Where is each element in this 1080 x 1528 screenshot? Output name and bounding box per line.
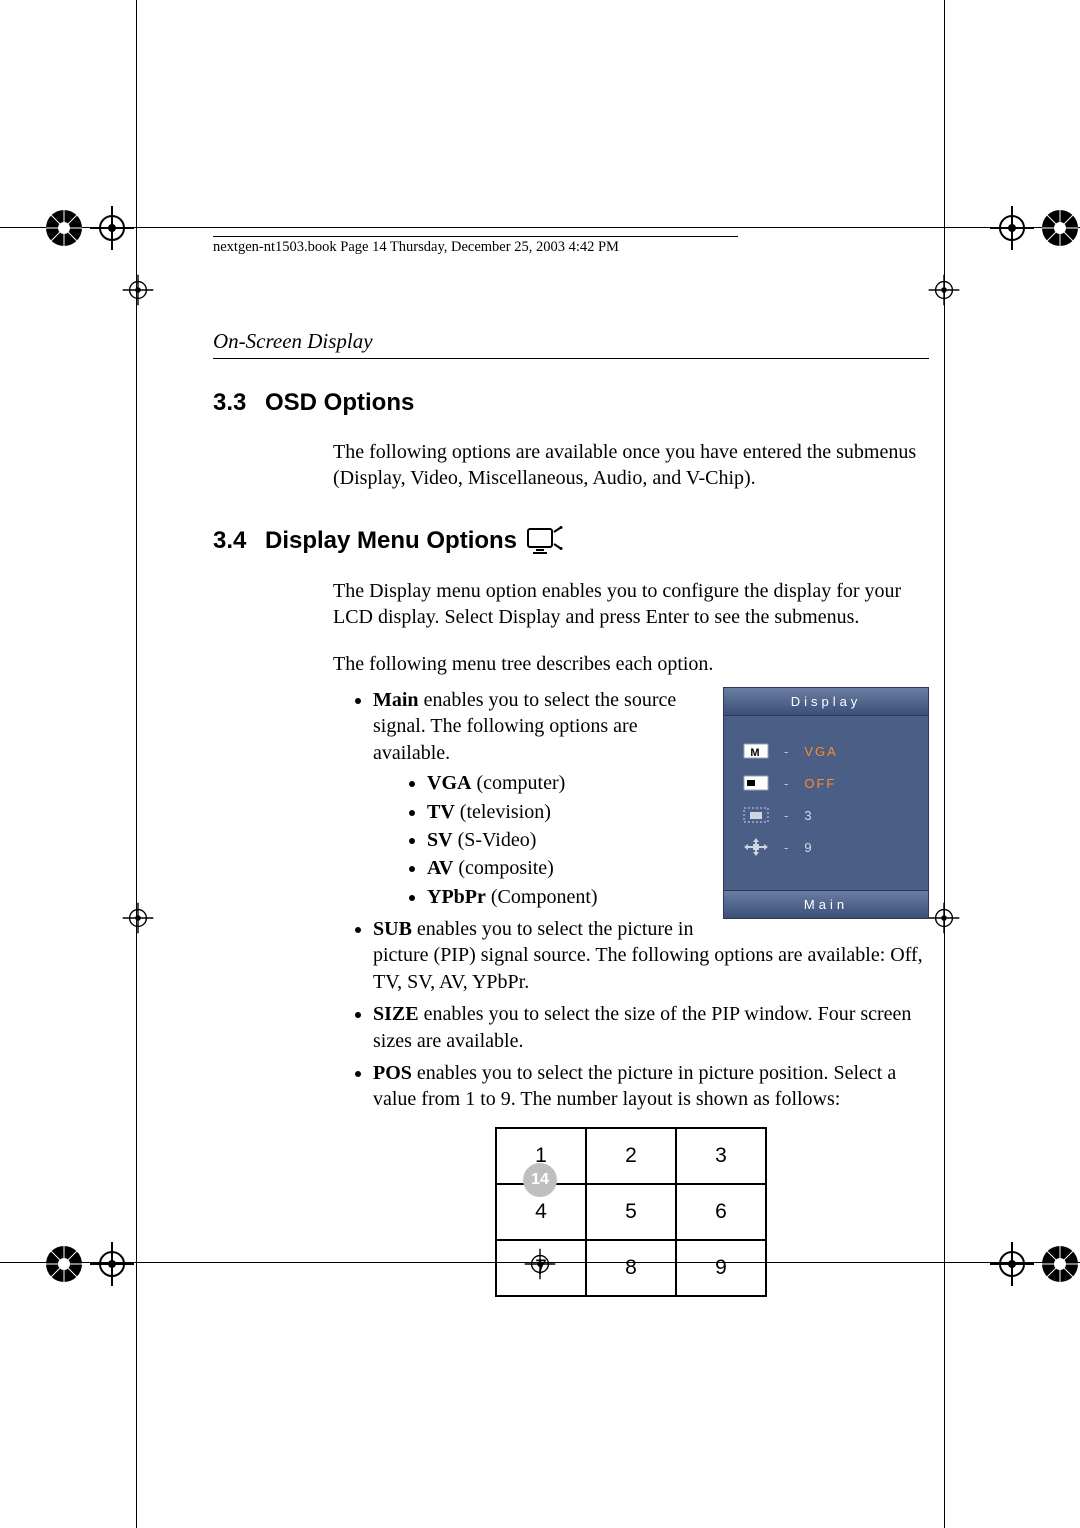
registration-mark-icon <box>90 1242 134 1286</box>
list-item: SUB enables you to select the picture in… <box>373 916 929 995</box>
starburst-icon <box>42 206 86 250</box>
opt-bold: TV <box>427 801 455 823</box>
section-number: 3.3 <box>213 389 265 417</box>
registration-mark-icon <box>990 1242 1034 1286</box>
svg-text:M: M <box>750 747 761 759</box>
list-item: POS enables you to select the picture in… <box>373 1060 929 1113</box>
term-pos-desc: enables you to select the picture in pic… <box>373 1062 896 1110</box>
monitor-icon <box>527 526 563 556</box>
osd-title: Display <box>724 688 928 716</box>
osd-display-panel: Display M - VGA <box>723 687 929 919</box>
opt-bold: YPbPr <box>427 886 486 908</box>
term-sub: SUB <box>373 918 412 940</box>
osd-body: M - VGA - OFF <box>724 716 928 890</box>
crop-line-right <box>944 0 945 1528</box>
osd-separator: - <box>784 743 790 760</box>
registration-mark-icon <box>123 275 154 306</box>
grid-cell: 9 <box>676 1240 766 1296</box>
osd-footer: Main <box>724 890 928 918</box>
osd-row-main: M - VGA <box>742 742 910 760</box>
grid-cell: 8 <box>586 1240 676 1296</box>
section-3-3-heading: 3.3OSD Options <box>213 389 929 417</box>
grid-cell: 5 <box>586 1184 676 1240</box>
registration-mark-icon <box>990 206 1034 250</box>
opt-rest: (composite) <box>453 857 554 879</box>
starburst-icon <box>42 1242 86 1286</box>
registration-mark-icon <box>90 206 134 250</box>
osd-sub-icon <box>742 774 770 792</box>
term-sub-desc: enables you to select the picture in pic… <box>373 918 923 993</box>
osd-pos-icon <box>742 838 770 856</box>
starburst-icon <box>1038 206 1080 250</box>
osd-value: VGA <box>804 743 837 760</box>
osd-main-icon: M <box>742 742 770 760</box>
opt-bold: SV <box>427 829 453 851</box>
term-main: Main <box>373 689 419 711</box>
osd-separator: - <box>784 807 790 824</box>
opt-bold: AV <box>427 857 453 879</box>
section-3-4-para1: The Display menu option enables you to c… <box>333 578 929 631</box>
crop-line-left <box>136 0 137 1528</box>
opt-rest: (television) <box>455 801 551 823</box>
section-3-4-para2: The following menu tree describes each o… <box>333 651 929 677</box>
opt-rest: (computer) <box>471 772 565 794</box>
opt-rest: (Component) <box>486 886 598 908</box>
opt-bold: VGA <box>427 772 471 794</box>
osd-row-sub: - OFF <box>742 774 910 792</box>
grid-cell: 7 <box>496 1240 586 1296</box>
section-3-3-para: The following options are available once… <box>333 439 929 492</box>
registration-mark-icon <box>929 275 960 306</box>
table-row: 7 8 9 <box>496 1240 766 1296</box>
registration-mark-icon <box>929 903 960 934</box>
section-number: 3.4 <box>213 527 265 555</box>
position-grid-table: 1 2 3 4 5 6 7 8 9 <box>495 1127 767 1297</box>
header-separator <box>213 236 738 237</box>
term-main-desc: enables you to select the source signal.… <box>373 689 676 764</box>
grid-cell: 6 <box>676 1184 766 1240</box>
starburst-icon <box>1038 1242 1080 1286</box>
grid-cell: 2 <box>586 1128 676 1184</box>
osd-row-size: - 3 <box>742 806 910 824</box>
list-item: SIZE enables you to select the size of t… <box>373 1001 929 1054</box>
grid-cell: 3 <box>676 1128 766 1184</box>
term-pos: POS <box>373 1062 412 1084</box>
osd-row-pos: - 9 <box>742 838 910 856</box>
section-title: OSD Options <box>265 389 414 416</box>
osd-value: 9 <box>804 839 813 856</box>
section-title: Display Menu Options <box>265 527 517 554</box>
page: nextgen-nt1503.book Page 14 Thursday, De… <box>0 0 1080 1528</box>
header-meta-text: nextgen-nt1503.book Page 14 Thursday, De… <box>213 239 619 256</box>
osd-separator: - <box>784 839 790 856</box>
section-3-4-heading: 3.4Display Menu Options <box>213 526 929 556</box>
opt-rest: (S-Video) <box>453 829 537 851</box>
term-size: SIZE <box>373 1003 419 1025</box>
registration-mark-icon <box>123 903 154 934</box>
term-size-desc: enables you to select the size of the PI… <box>373 1003 911 1051</box>
page-number-badge: 14 <box>523 1163 557 1197</box>
osd-value: 3 <box>804 807 813 824</box>
crop-line-top <box>0 227 1080 228</box>
content-area: On-Screen Display 3.3OSD Options The fol… <box>213 329 929 1297</box>
osd-separator: - <box>784 775 790 792</box>
running-head: On-Screen Display <box>213 329 929 354</box>
osd-size-icon <box>742 806 770 824</box>
osd-value: OFF <box>804 775 836 792</box>
running-head-rule <box>213 358 929 359</box>
